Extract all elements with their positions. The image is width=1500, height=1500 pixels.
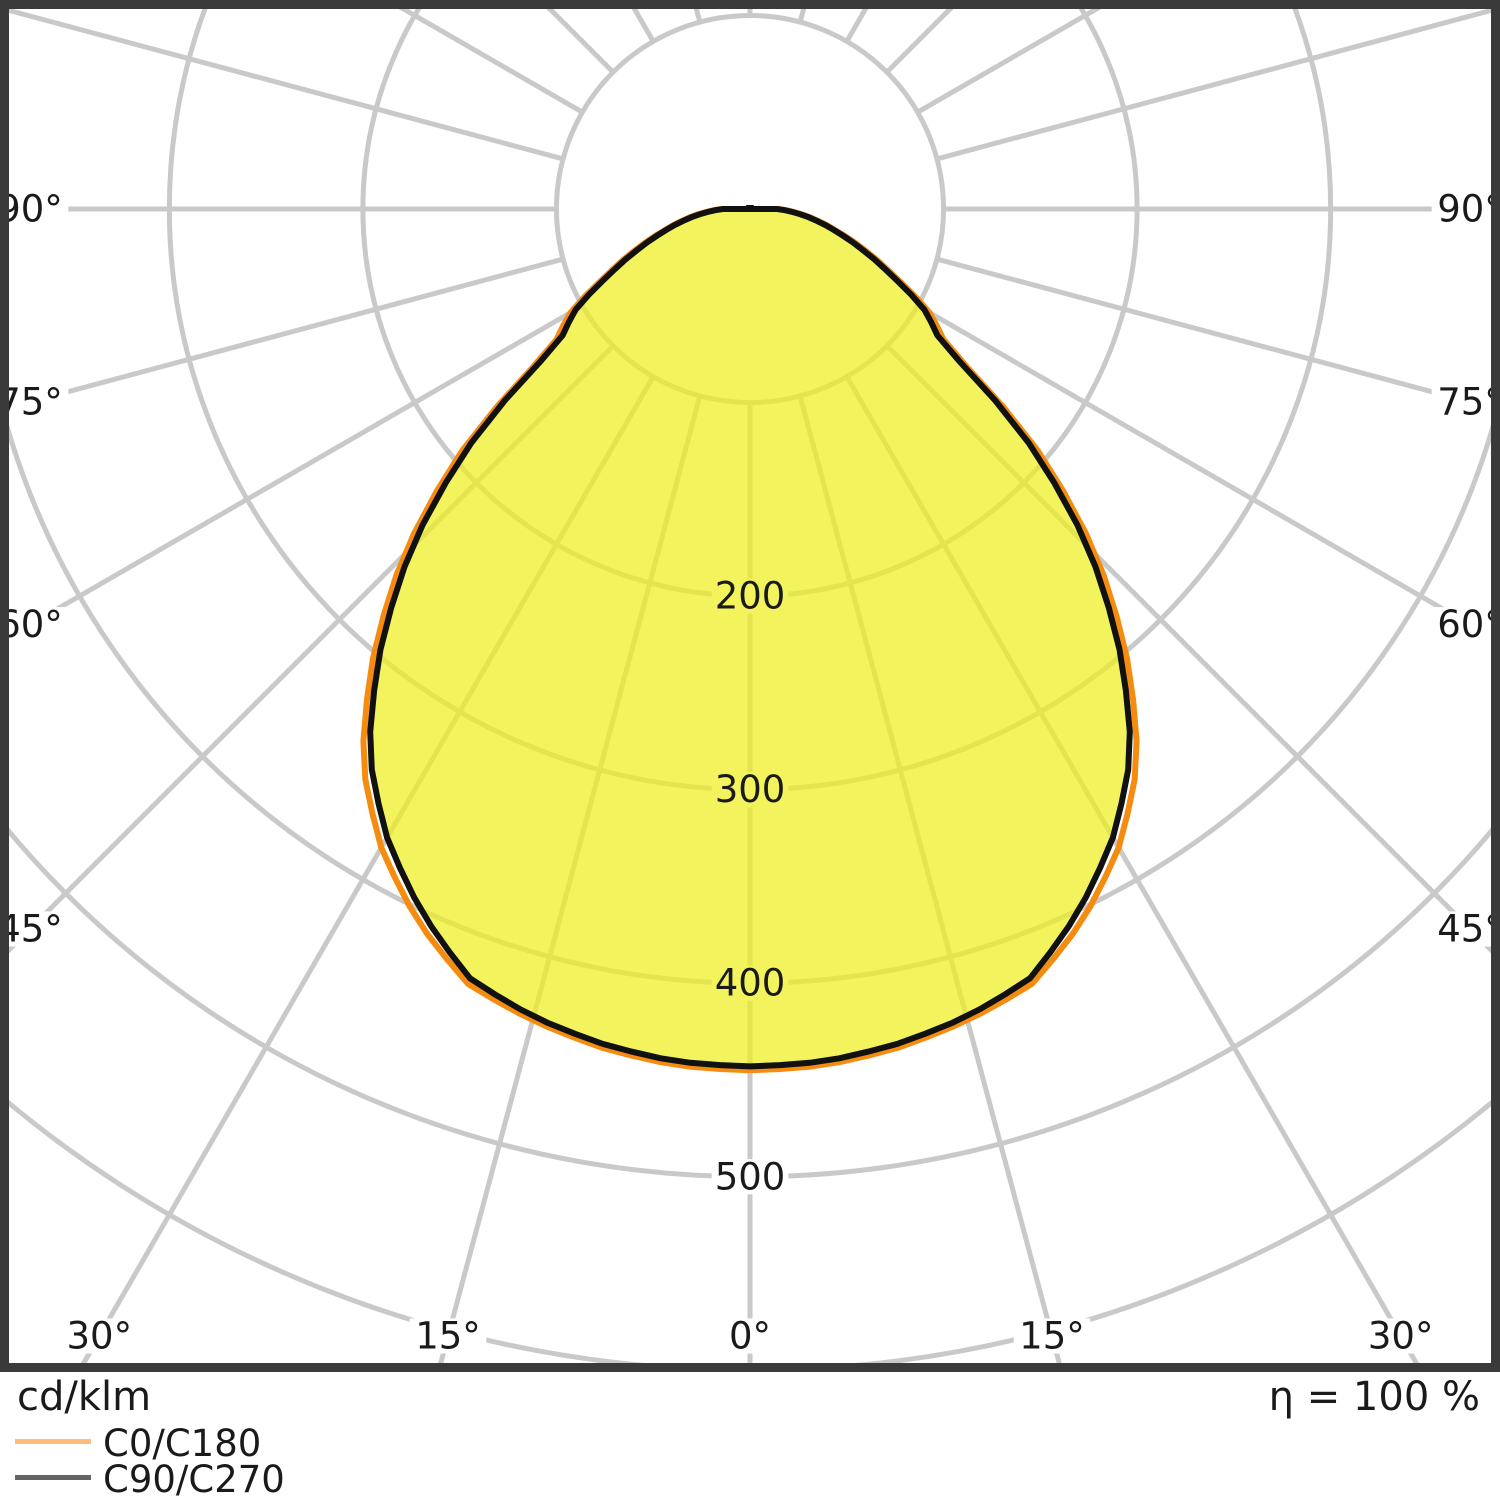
angle-label-left-90: 90° <box>0 188 63 231</box>
angle-label-right-15: 15° <box>1019 1315 1085 1358</box>
angle-label-left-15: 15° <box>415 1315 481 1358</box>
angle-label-left-30: 30° <box>67 1315 133 1358</box>
grid-spoke-255 <box>9 9 564 162</box>
angle-label-right-45-bbox <box>1431 911 1491 947</box>
intensity-fill <box>370 208 1130 1067</box>
angle-label-right-60: 60° <box>1437 603 1500 646</box>
efficiency-label: η = 100 % <box>1268 1374 1480 1420</box>
legend-line-c0-icon <box>15 1439 91 1444</box>
ring-label-500: 500 <box>715 1155 786 1198</box>
angle-label-left-60: 60° <box>0 603 63 646</box>
legend-label-c90: C90/C270 <box>103 1458 285 1500</box>
angle-label-right-90-bbox <box>1431 191 1491 227</box>
grid-spoke-315 <box>9 344 615 954</box>
angle-label-left-90-bbox <box>9 191 69 227</box>
ring-label-300: 300 <box>715 768 786 811</box>
angle-label-right-30: 30° <box>1368 1315 1434 1358</box>
angle-label-right-75: 75° <box>1437 380 1500 423</box>
ring-label-200: 200 <box>715 575 786 618</box>
angle-label-left-45: 45° <box>0 908 63 951</box>
angle-label-right-90: 90° <box>1437 188 1500 231</box>
ring-label-400-bbox <box>711 965 789 1001</box>
angle-label-left-75: 75° <box>0 380 63 423</box>
plot-border <box>0 0 1500 1372</box>
ring-label-400: 400 <box>715 962 786 1005</box>
grid-spoke-135 <box>885 9 954 74</box>
legend-line-c90-icon <box>15 1475 91 1480</box>
angle-label-left-30-bbox <box>61 1318 138 1354</box>
grid-spoke-105 <box>936 9 1491 162</box>
angle-label-right-30-bbox <box>1362 1318 1439 1354</box>
angle-label-right-45: 45° <box>1437 908 1500 951</box>
angle-label-0-bbox <box>722 1318 778 1354</box>
grid-spoke-120 <box>916 9 1102 115</box>
grid-spoke-300 <box>9 303 584 640</box>
grid-spoke-240 <box>398 9 584 115</box>
angle-label-right-60-bbox <box>1431 607 1491 643</box>
grid-spoke-75 <box>936 256 1491 411</box>
unit-label: cd/klm <box>17 1374 152 1420</box>
angle-label-left-45-bbox <box>9 911 69 947</box>
ring-label-200-bbox <box>711 578 789 614</box>
angle-label-right-15-bbox <box>1013 1318 1091 1354</box>
grid-spoke-225 <box>546 9 615 74</box>
legend-label-c0: C0/C180 <box>103 1422 262 1465</box>
curve-c90-c270 <box>367 205 1133 1070</box>
angle-label-right-75-bbox <box>1431 384 1491 420</box>
grid-spoke-45 <box>885 344 1491 954</box>
angle-label-left-15-bbox <box>409 1318 487 1354</box>
angle-label-0: 0° <box>729 1315 771 1358</box>
angle-label-left-60-bbox <box>9 607 69 643</box>
grid-spoke-60 <box>916 303 1491 640</box>
ring-label-500-bbox <box>711 1159 789 1195</box>
ring-label-300-bbox <box>711 772 789 808</box>
grid-spoke-285 <box>9 256 564 411</box>
angle-label-left-75-bbox <box>9 384 69 420</box>
